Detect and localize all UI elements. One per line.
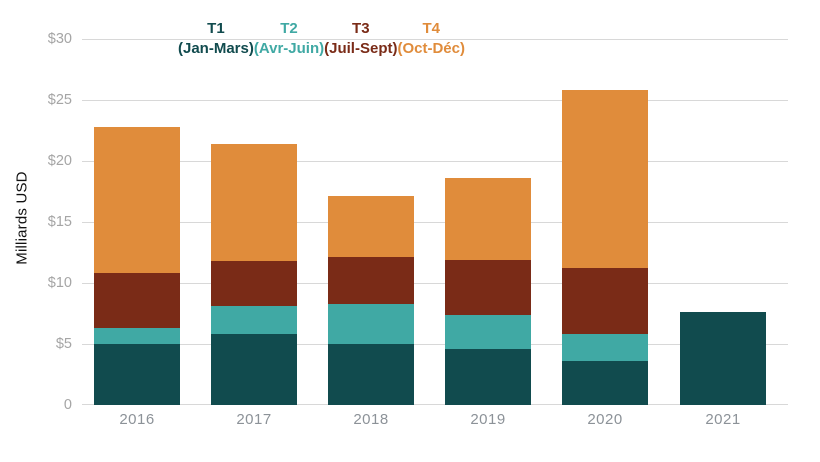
y-tick-label-5: $5 bbox=[55, 336, 72, 352]
gridline-30 bbox=[82, 39, 788, 40]
legend-series-name: T2 bbox=[280, 20, 298, 37]
bar-segment-2020-T2 bbox=[562, 334, 648, 361]
y-tick-label-15: $15 bbox=[47, 214, 72, 230]
bar-segment-2021-T1 bbox=[680, 312, 766, 405]
bar-segment-2019-T2 bbox=[445, 315, 531, 349]
bar-segment-2016-T4 bbox=[94, 127, 180, 273]
bar-segment-2018-T4 bbox=[328, 196, 414, 257]
legend: T1 (Jan-Mars) T2 (Avr-Juin) T3 (Juil-Sept) T4 (… bbox=[178, 19, 465, 59]
bar-segment-2017-T2 bbox=[211, 306, 297, 334]
legend-item-T4: T4 (Oct-Déc) bbox=[397, 19, 465, 59]
legend-series-name: T1 bbox=[207, 20, 225, 37]
y-tick-label-30: $30 bbox=[47, 31, 72, 47]
x-tick-label-2021: 2021 bbox=[705, 411, 741, 428]
y-tick-label-10: $10 bbox=[47, 275, 72, 291]
bar-segment-2018-T3 bbox=[328, 257, 414, 304]
x-tick-label-2020: 2020 bbox=[587, 411, 623, 428]
bar-segment-2020-T1 bbox=[562, 361, 648, 405]
gridline-0 bbox=[82, 404, 788, 405]
bar-segment-2019-T3 bbox=[445, 260, 531, 315]
bar-segment-2016-T2 bbox=[94, 328, 180, 344]
gridline-25 bbox=[82, 100, 788, 101]
bar-segment-2018-T1 bbox=[328, 344, 414, 405]
y-tick-label-20: $20 bbox=[47, 153, 72, 169]
x-tick-label-2018: 2018 bbox=[353, 411, 389, 428]
y-tick-label-25: $25 bbox=[47, 92, 72, 108]
bar-segment-2016-T3 bbox=[94, 273, 180, 328]
bar-segment-2017-T3 bbox=[211, 261, 297, 306]
bar-segment-2019-T4 bbox=[445, 178, 531, 260]
legend-series-name: T3 bbox=[352, 20, 370, 37]
bar-segment-2018-T2 bbox=[328, 304, 414, 344]
legend-item-T1: T1 (Jan-Mars) bbox=[178, 19, 254, 59]
plot-area bbox=[80, 39, 788, 405]
legend-series-range: (Jan-Mars) bbox=[178, 40, 254, 57]
gridline-10 bbox=[82, 283, 788, 284]
legend-item-T2: T2 (Avr-Juin) bbox=[254, 19, 324, 59]
bar-segment-2017-T1 bbox=[211, 334, 297, 405]
gridline-15 bbox=[82, 222, 788, 223]
bar-segment-2019-T1 bbox=[445, 349, 531, 405]
x-tick-label-2019: 2019 bbox=[470, 411, 506, 428]
legend-series-range: (Juil-Sept) bbox=[324, 40, 398, 57]
bar-segment-2020-T4 bbox=[562, 90, 648, 268]
legend-series-range: (Oct-Déc) bbox=[397, 40, 465, 57]
legend-series-range: (Avr-Juin) bbox=[253, 40, 325, 57]
bar-segment-2016-T1 bbox=[94, 344, 180, 405]
bar-segment-2020-T3 bbox=[562, 268, 648, 334]
x-axis-tick-labels: 2016 2017 2018 2019 2020 2021 bbox=[80, 411, 788, 431]
y-axis-tick-labels: 0 $5 $10 $15 $20 $25 $30 bbox=[0, 31, 72, 413]
legend-series-name: T4 bbox=[422, 20, 440, 37]
bar-segment-2017-T4 bbox=[211, 144, 297, 261]
legend-item-T3: T3 (Juil-Sept) bbox=[324, 19, 397, 59]
x-tick-label-2016: 2016 bbox=[119, 411, 155, 428]
gridline-5 bbox=[82, 344, 788, 345]
y-tick-label-0: 0 bbox=[63, 397, 72, 413]
gridline-20 bbox=[82, 161, 788, 162]
x-tick-label-2017: 2017 bbox=[236, 411, 272, 428]
